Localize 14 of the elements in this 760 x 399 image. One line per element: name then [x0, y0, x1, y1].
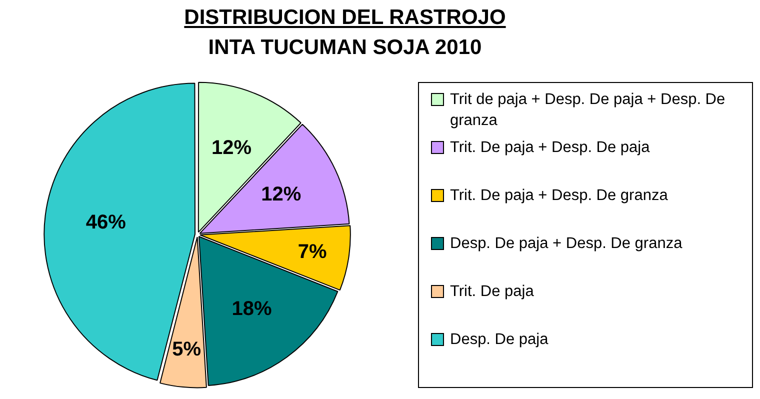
- data-label: 7%: [298, 241, 327, 264]
- data-label: 12%: [211, 137, 252, 160]
- chart-subtitle: INTA TUCUMAN SOJA 2010: [207, 36, 483, 60]
- legend-label: Desp. De paja: [450, 330, 548, 350]
- data-label: 46%: [86, 211, 126, 234]
- data-label: 18%: [232, 298, 272, 320]
- legend-label: Trit de paja + Desp. De paja + Desp. De granza: [450, 90, 726, 131]
- data-label: 5%: [172, 338, 202, 361]
- legend-label: Trit. De paja + Desp. De paja: [450, 138, 650, 158]
- legend-label: Desp. De paja + Desp. De granza: [450, 234, 682, 254]
- data-label: 12%: [261, 184, 302, 206]
- legend-label: Trit. De paja: [450, 282, 534, 302]
- chart-title: DISTRIBUCION DEL RASTROJO: [183, 6, 507, 30]
- legend-label: Trit. De paja + Desp. De granza: [450, 186, 668, 206]
